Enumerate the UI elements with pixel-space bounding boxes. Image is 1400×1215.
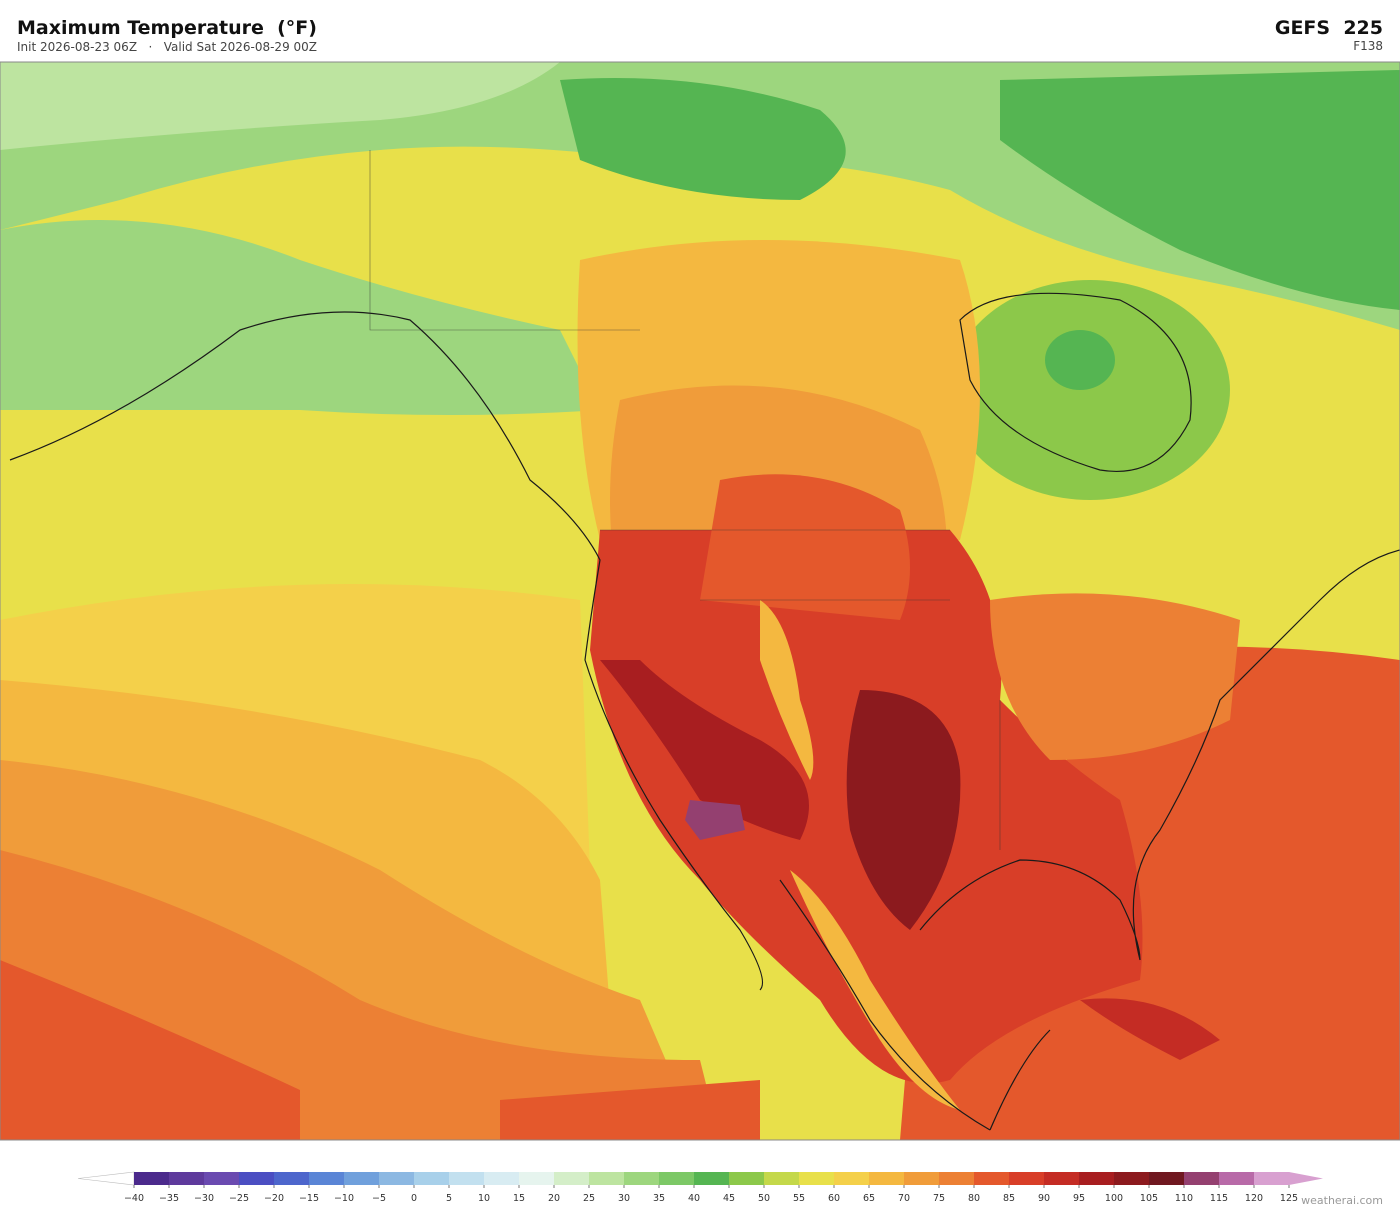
colorbar-tick-label: 10: [478, 1193, 490, 1204]
colorbar-bin: [659, 1172, 695, 1185]
colorbar-bin: [1219, 1172, 1255, 1185]
map-frame: [0, 61, 1400, 1141]
colorbar-tick-label: −30: [194, 1193, 214, 1204]
watermark: weatherai.com: [1301, 1194, 1383, 1207]
colorbar-bin: [589, 1172, 625, 1185]
colorbar-bin: [449, 1172, 485, 1185]
colorbar-bin: [799, 1172, 835, 1185]
colorbar-tick-label: 125: [1280, 1193, 1298, 1204]
colorbar-tick-label: 85: [1003, 1193, 1015, 1204]
colorbar-tick-label: 100: [1105, 1193, 1123, 1204]
colorbar-bin: [1009, 1172, 1045, 1185]
plains-core: [846, 690, 961, 930]
colorbar-tick-label: 105: [1140, 1193, 1158, 1204]
hudson-bay-coast: [959, 292, 1192, 472]
colorbar-tick-label: −10: [334, 1193, 354, 1204]
colorbar-tick-label: 35: [653, 1193, 665, 1204]
colorbar-tick-label: 75: [933, 1193, 945, 1204]
colorbar-bin: [1254, 1172, 1290, 1185]
colorbar-tick-label: 30: [618, 1193, 630, 1204]
colorbar-tick-label: −5: [372, 1193, 386, 1204]
colorbar-bin: [204, 1172, 240, 1185]
colorbar-bin: [309, 1172, 345, 1185]
colorbar-tick-label: 95: [1073, 1193, 1085, 1204]
title: Maximum Temperature (°F): [17, 17, 317, 39]
colorbar-tick-label: 70: [898, 1193, 910, 1204]
colorbar-tick-label: 80: [968, 1193, 980, 1204]
colorbar-bin: [1149, 1172, 1185, 1185]
colorbar-tick-label: 50: [758, 1193, 770, 1204]
colorbar-bin: [414, 1172, 450, 1185]
arctic-pale: [0, 62, 560, 150]
colorbar-tick-label: 15: [513, 1193, 525, 1204]
colorbar-bin: [134, 1172, 170, 1185]
hudson-bay-cool: [1045, 330, 1115, 390]
colorbar-bin: [1114, 1172, 1150, 1185]
northeast: [990, 593, 1240, 760]
colorbar-bin: [729, 1172, 765, 1185]
colorbar-tick-label: −25: [229, 1193, 249, 1204]
political-borders: [369, 150, 1001, 850]
colorbar-bin: [344, 1172, 380, 1185]
ocean-hottest: [0, 960, 760, 1140]
colorbar-tick-label: 65: [863, 1193, 875, 1204]
colorbar-bin: [834, 1172, 870, 1185]
forecast-hour: F138: [1353, 39, 1383, 53]
hudson-bay: [950, 280, 1230, 500]
colorbar-bin: [1044, 1172, 1080, 1185]
colorbar-bin: [764, 1172, 800, 1185]
colorbar-tick-label: 5: [446, 1193, 452, 1204]
colorbar-bin: [974, 1172, 1010, 1185]
colorbar-tick-label: 110: [1175, 1193, 1193, 1204]
colorbar-bin: [554, 1172, 590, 1185]
prairie-hot: [700, 474, 910, 620]
colorbar-over: [1289, 1172, 1323, 1185]
colorbar-tick-label: 45: [723, 1193, 735, 1204]
colorbar-bin: [379, 1172, 415, 1185]
colorbar-bin: [239, 1172, 275, 1185]
colorbar-bin: [939, 1172, 975, 1185]
colorbar-bin: [519, 1172, 555, 1185]
desert-extreme: [685, 800, 745, 840]
colorbar-bin: [624, 1172, 660, 1185]
colorbar-tick-label: 55: [793, 1193, 805, 1204]
colorbar-tick-label: 20: [548, 1193, 560, 1204]
colorbar-bin: [484, 1172, 520, 1185]
arctic-islands: [560, 70, 1400, 310]
map: [0, 61, 1400, 1141]
colorbar-bin: [169, 1172, 205, 1185]
colorbar-bin: [1079, 1172, 1115, 1185]
colorbar-under: [77, 1171, 135, 1186]
colorbar-tick-label: 115: [1210, 1193, 1228, 1204]
colorbar-tick-label: 0: [411, 1193, 417, 1204]
colorbar-tick-label: −40: [124, 1193, 144, 1204]
colorbar: −40 −35 −30 −25 −20 −15 −10 −5 0 5 10 15 20 25 30 35 40 4…: [77, 1171, 1323, 1204]
colorbar-tick-label: −15: [299, 1193, 319, 1204]
colorbar-tick-label: 60: [828, 1193, 840, 1204]
colorbar-tick-label: 40: [688, 1193, 700, 1204]
california-valley: [600, 660, 809, 840]
alaska-green: [0, 220, 600, 415]
coastline: [9, 311, 1400, 1131]
colorbar-tick-label: 25: [583, 1193, 595, 1204]
colorbar-bin: [1184, 1172, 1220, 1185]
colorbar-tick-label: 120: [1245, 1193, 1263, 1204]
colorbar-tick-label: −35: [159, 1193, 179, 1204]
caribbean: [1080, 998, 1220, 1060]
colorbar-bin: [904, 1172, 940, 1185]
mountain-cool: [760, 600, 960, 1110]
colorbar-bin: [869, 1172, 905, 1185]
colorbar-tick-label: 90: [1038, 1193, 1050, 1204]
colorbar-bin: [274, 1172, 310, 1185]
colorbar-tick-label: −20: [264, 1193, 284, 1204]
subtitle: Init 2026-08-23 06Z · Valid Sat 2026-08-…: [17, 40, 317, 54]
colorbar-bin: [694, 1172, 730, 1185]
model: GEFS 225: [1275, 17, 1383, 39]
